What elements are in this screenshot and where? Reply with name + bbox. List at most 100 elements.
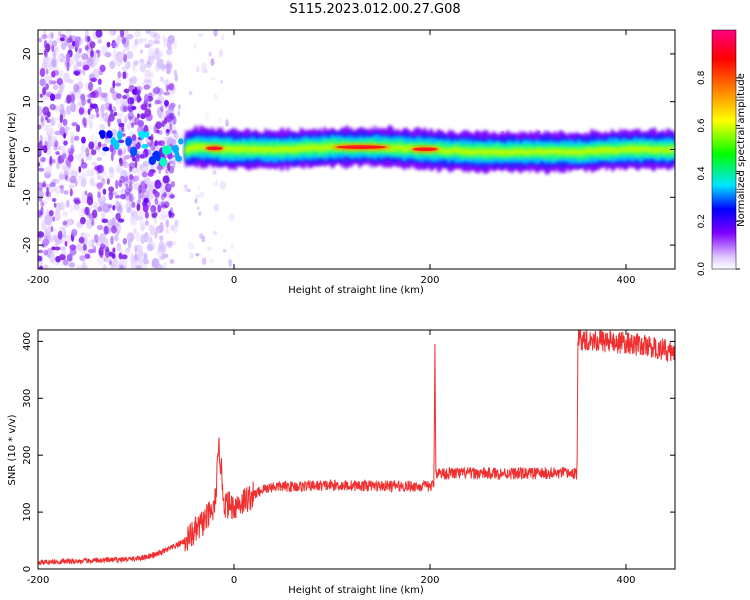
heatmap-cell	[125, 247, 131, 254]
spectrogram-y-tick-label: 20	[22, 48, 33, 61]
heatmap-cell	[143, 84, 151, 90]
heatmap-cell	[93, 234, 99, 243]
snr-plot-area	[38, 330, 675, 569]
heatmap-cell	[121, 254, 128, 260]
heatmap-cell	[58, 31, 62, 37]
heatmap-cell	[41, 34, 48, 40]
snr-y-tick-label: 200	[22, 446, 33, 465]
snr-y-tick-label: 100	[22, 503, 33, 522]
figure-title: S115.2023.012.00.27.G08	[289, 2, 461, 17]
heatmap-cell	[129, 174, 134, 181]
spectrogram-x-tick-label: 200	[420, 275, 439, 286]
heatmap-cell	[116, 118, 122, 124]
heatmap-cell	[38, 181, 44, 192]
heatmap-cell	[97, 78, 102, 85]
heatmap-cell	[122, 36, 130, 48]
heatmap-cell	[219, 180, 227, 190]
spectral-peak	[336, 145, 387, 149]
heatmap-cell	[108, 103, 113, 112]
heatmap-cell	[73, 70, 81, 76]
heatmap-cell	[86, 211, 90, 216]
heatmap-cell	[69, 175, 77, 184]
heatmap-cell	[109, 87, 115, 94]
heatmap-cell	[117, 71, 122, 79]
heatmap-cell	[38, 105, 43, 117]
heatmap-cell	[198, 233, 204, 239]
heatmap-cell	[139, 58, 145, 64]
heatmap-cell	[94, 55, 100, 65]
heatmap-cell	[196, 206, 200, 211]
heatmap-cell	[40, 114, 44, 123]
heatmap-cell	[47, 63, 52, 68]
heatmap-cell	[65, 30, 72, 37]
heatmap-cell	[197, 33, 204, 38]
heatmap-cell	[99, 111, 104, 122]
heatmap-cell	[230, 242, 235, 250]
heatmap-cell	[91, 133, 96, 144]
heatmap-cell	[46, 111, 51, 118]
heatmap-cell	[40, 117, 45, 127]
heatmap-cell	[154, 47, 160, 55]
heatmap-cell	[207, 246, 212, 251]
heatmap-cell	[68, 179, 75, 184]
spectral-peak	[206, 146, 223, 151]
heatmap-cell	[106, 30, 115, 35]
heatmap-cell	[59, 37, 65, 42]
heatmap-cell	[163, 38, 168, 48]
heatmap-cell	[165, 240, 174, 247]
heatmap-cell	[63, 140, 68, 146]
heatmap-cell	[198, 211, 202, 217]
heatmap-cell	[71, 122, 78, 127]
heatmap-cell	[68, 262, 76, 268]
heatmap-cell	[96, 156, 103, 162]
heatmap-cell	[43, 124, 52, 132]
heatmap-cell	[127, 33, 134, 40]
heatmap-cell	[131, 134, 137, 142]
heatmap-cell	[153, 86, 160, 95]
heatmap-cell	[100, 92, 108, 98]
heatmap-cell	[63, 190, 69, 195]
heatmap-cell	[125, 154, 130, 160]
heatmap-cell	[177, 110, 181, 117]
heatmap-cell	[164, 115, 172, 123]
snr-y-tick-label: 400	[22, 332, 33, 351]
heatmap-cell	[135, 231, 141, 242]
heatmap-cell	[115, 200, 121, 212]
snr-x-tick-label: 200	[420, 575, 439, 586]
heatmap-cell	[111, 225, 117, 234]
snr-x-axis-label: Height of straight line (km)	[288, 585, 424, 596]
heatmap-cell	[90, 50, 94, 58]
heatmap-cell	[114, 82, 122, 87]
heatmap-cell	[104, 248, 110, 258]
heatmap-cell	[213, 30, 218, 37]
heatmap-cell	[88, 248, 95, 254]
heatmap-cell	[87, 98, 91, 104]
heatmap-cell	[84, 190, 88, 196]
heatmap-cell	[93, 202, 99, 210]
spectrogram-y-tick-label: -10	[22, 189, 33, 205]
snr-series-line	[38, 330, 675, 566]
heatmap-cell	[48, 79, 53, 85]
heatmap-cell	[49, 103, 56, 111]
heatmap-cell	[131, 123, 135, 129]
heatmap-cell	[85, 153, 93, 161]
heatmap-cell	[57, 54, 62, 60]
heatmap-cell	[40, 200, 48, 206]
heatmap-cell	[228, 258, 233, 268]
heatmap-cell	[225, 119, 229, 127]
heatmap-cell	[213, 93, 218, 100]
heatmap-cell	[48, 264, 57, 269]
heatmap-cell	[80, 262, 87, 269]
heatmap-cell	[155, 121, 162, 129]
heatmap-cell	[152, 150, 161, 160]
heatmap-cell	[88, 141, 95, 150]
heatmap-cell	[166, 39, 172, 50]
heatmap-cell	[91, 219, 95, 226]
heatmap-cell	[59, 246, 66, 251]
heatmap-cell	[109, 61, 115, 69]
heatmap-cell	[162, 175, 170, 184]
heatmap-cell	[200, 62, 208, 72]
heatmap-cell	[138, 208, 145, 217]
heatmap-cell	[63, 118, 68, 126]
heatmap-cell	[212, 230, 218, 236]
